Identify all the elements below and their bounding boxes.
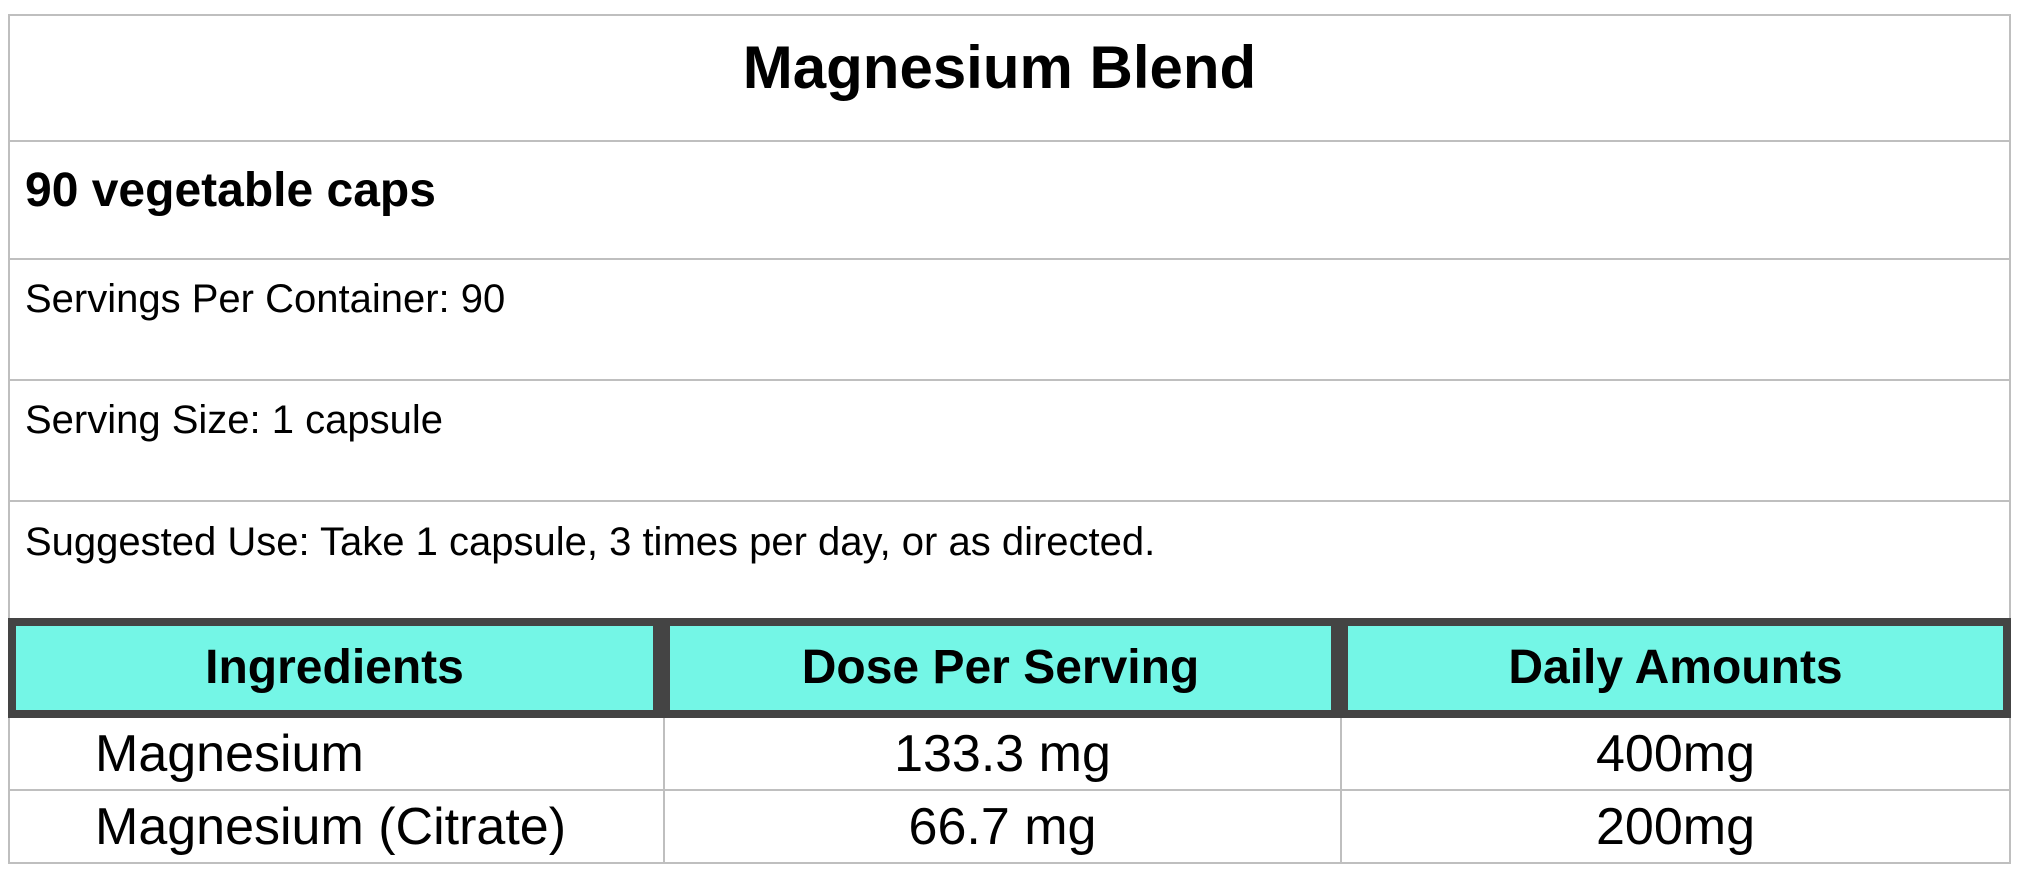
supplement-label: Magnesium Blend 90 vegetable caps Servin… (8, 14, 2011, 864)
daily-amount-value: 400mg (1340, 718, 2009, 789)
product-title: Magnesium Blend (10, 16, 2009, 142)
dose-per-serving-value: 66.7 mg (663, 791, 1340, 862)
column-header-daily-amounts: Daily Amounts (1348, 626, 2003, 710)
table-row: Magnesium (Citrate) 66.7 mg 200mg (10, 791, 2009, 864)
column-header-dose-per-serving: Dose Per Serving (670, 626, 1331, 710)
servings-per-container: Servings Per Container: 90 (10, 260, 2009, 381)
suggested-use: Suggested Use: Take 1 capsule, 3 times p… (25, 520, 1156, 564)
daily-amount-value: 200mg (1340, 791, 2009, 862)
label-info-sections: Magnesium Blend 90 vegetable caps Servin… (8, 14, 2011, 618)
capsule-count: 90 vegetable caps (10, 142, 2009, 260)
dose-per-serving-value: 133.3 mg (663, 718, 1340, 789)
table-row: Magnesium 133.3 mg 400mg (10, 718, 2009, 791)
ingredient-name: Magnesium (Citrate) (95, 797, 567, 856)
serving-size: Serving Size: 1 capsule (10, 381, 2009, 502)
ingredients-table-header: Ingredients Dose Per Serving Daily Amoun… (8, 618, 2011, 718)
ingredients-table-body: Magnesium 133.3 mg 400mg Magnesium (Citr… (8, 718, 2011, 864)
column-header-ingredients: Ingredients (16, 626, 653, 710)
ingredient-name: Magnesium (95, 724, 364, 783)
